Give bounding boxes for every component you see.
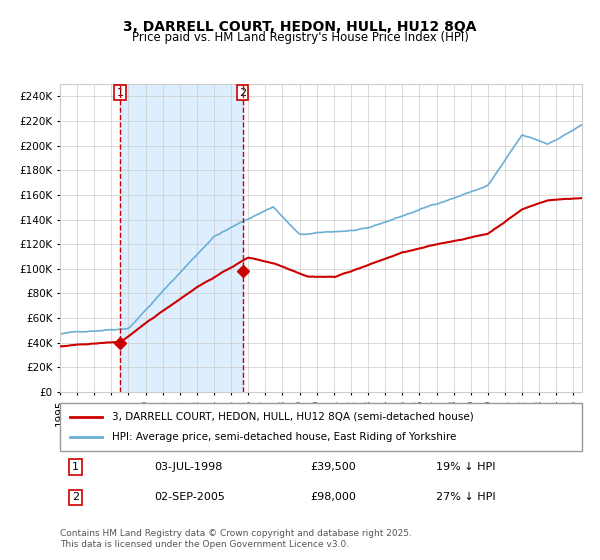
Text: 02-SEP-2005: 02-SEP-2005 bbox=[154, 492, 225, 502]
Bar bbox=[120, 84, 242, 392]
Text: 03-JUL-1998: 03-JUL-1998 bbox=[154, 462, 223, 472]
FancyBboxPatch shape bbox=[60, 403, 582, 451]
Text: Contains HM Land Registry data © Crown copyright and database right 2025.: Contains HM Land Registry data © Crown c… bbox=[60, 529, 412, 538]
Text: Price paid vs. HM Land Registry's House Price Index (HPI): Price paid vs. HM Land Registry's House … bbox=[131, 31, 469, 44]
Text: 1: 1 bbox=[116, 87, 124, 97]
Text: 1: 1 bbox=[72, 462, 79, 472]
Text: This data is licensed under the Open Government Licence v3.0.: This data is licensed under the Open Gov… bbox=[60, 540, 349, 549]
Text: £39,500: £39,500 bbox=[311, 462, 356, 472]
Text: 27% ↓ HPI: 27% ↓ HPI bbox=[436, 492, 496, 502]
Text: 2: 2 bbox=[239, 87, 246, 97]
Text: 3, DARRELL COURT, HEDON, HULL, HU12 8QA: 3, DARRELL COURT, HEDON, HULL, HU12 8QA bbox=[123, 20, 477, 34]
Text: £98,000: £98,000 bbox=[311, 492, 356, 502]
Text: 3, DARRELL COURT, HEDON, HULL, HU12 8QA (semi-detached house): 3, DARRELL COURT, HEDON, HULL, HU12 8QA … bbox=[112, 412, 474, 422]
Text: 2: 2 bbox=[72, 492, 79, 502]
Text: 19% ↓ HPI: 19% ↓ HPI bbox=[436, 462, 496, 472]
Text: HPI: Average price, semi-detached house, East Riding of Yorkshire: HPI: Average price, semi-detached house,… bbox=[112, 432, 457, 442]
